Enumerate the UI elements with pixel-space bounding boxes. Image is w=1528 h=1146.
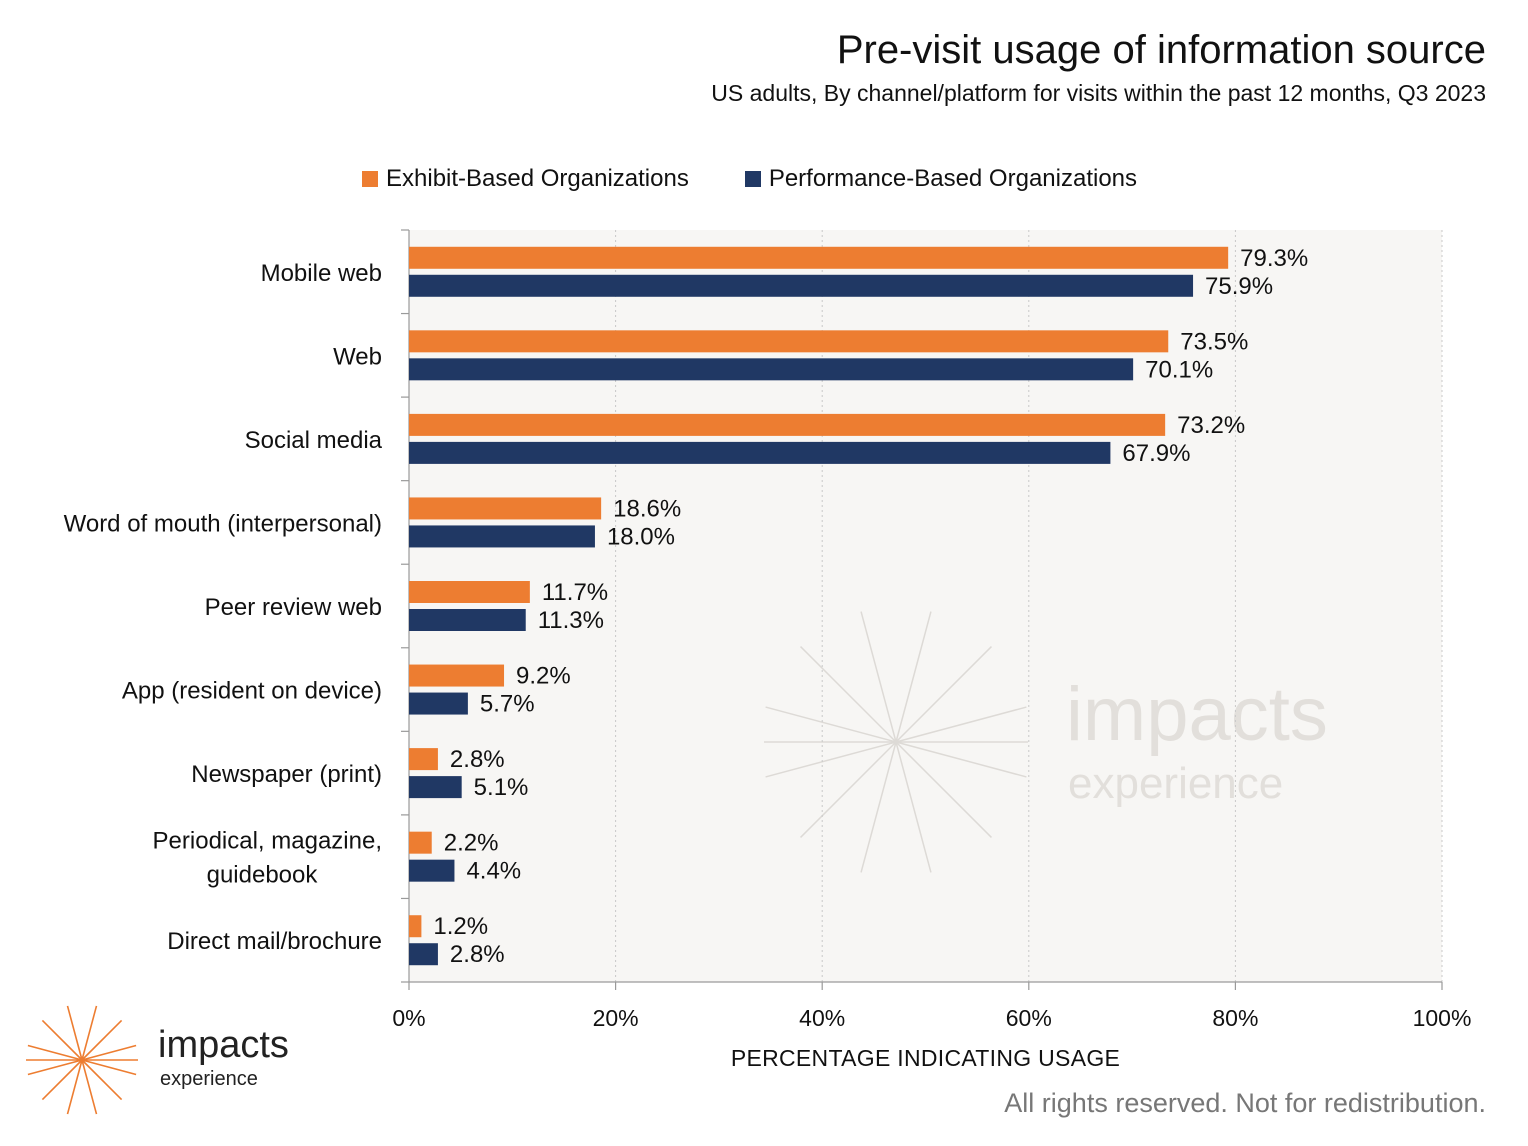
bar: [409, 525, 595, 548]
bar: [409, 274, 1194, 297]
data-label: 2.8%: [450, 941, 505, 968]
category-label: Word of mouth (interpersonal): [64, 510, 382, 537]
category-label: Social media: [245, 427, 383, 454]
chart-title: Pre-visit usage of information source: [836, 28, 1486, 72]
watermark-sub: experience: [1068, 759, 1283, 808]
chart-subtitle: US adults, By channel/platform for visit…: [711, 80, 1486, 106]
bar: [409, 859, 455, 882]
data-label: 11.3%: [538, 607, 604, 634]
category-label: Peer review web: [205, 594, 382, 621]
watermark-ray: [895, 741, 1027, 778]
category-label: Mobile web: [261, 260, 382, 287]
data-label: 4.4%: [466, 858, 521, 885]
watermark-ray: [765, 741, 897, 778]
bar: [409, 664, 505, 687]
bar: [409, 330, 1169, 353]
category-label: Direct mail/brochure: [167, 928, 382, 955]
watermark-ray: [895, 741, 992, 838]
x-axis-title: PERCENTAGE INDICATING USAGE: [731, 1045, 1120, 1071]
logo-subtitle: experience: [160, 1068, 258, 1090]
x-tick-label: 40%: [799, 1005, 845, 1031]
bar: [409, 943, 438, 966]
data-label: 18.0%: [607, 523, 675, 550]
watermark-ray: [860, 741, 897, 873]
watermark-ray: [800, 646, 897, 743]
data-label: 1.2%: [433, 913, 488, 940]
legend-label-exhibit: Exhibit-Based Organizations: [386, 165, 689, 192]
category-label: Newspaper (print): [191, 761, 382, 788]
bar: [409, 497, 602, 520]
bar: [409, 413, 1166, 436]
starburst-logo-icon: [26, 1005, 138, 1115]
bar: [409, 581, 530, 603]
copyright-notice: All rights reserved. Not for redistribut…: [1004, 1088, 1486, 1118]
plot-area: [409, 230, 1442, 982]
bar: [409, 776, 462, 799]
x-tick-label: 100%: [1413, 1005, 1472, 1031]
bar: [409, 609, 526, 631]
x-tick-label: 20%: [593, 1005, 639, 1031]
data-label: 11.7%: [542, 579, 608, 606]
bar: [409, 246, 1229, 269]
data-label: 9.2%: [516, 663, 571, 690]
data-label: 73.2%: [1177, 412, 1245, 439]
bar: [409, 831, 432, 854]
watermark-ray: [800, 741, 897, 838]
watermark-ray: [895, 611, 932, 743]
category-label: Periodical, magazine, guidebook: [153, 828, 382, 889]
bar: [409, 358, 1134, 381]
data-label: 18.6%: [613, 495, 681, 522]
category-label: Web: [333, 343, 382, 370]
watermark-ray: [895, 706, 1027, 743]
bar: [409, 441, 1111, 464]
legend: Exhibit-Based Organizations Performance-…: [362, 163, 1193, 195]
data-label: 73.5%: [1180, 328, 1248, 355]
x-tick-label: 0%: [392, 1005, 425, 1031]
bar: [409, 748, 438, 771]
legend-swatch-exhibit: [362, 171, 378, 187]
watermark-ray: [860, 611, 897, 743]
data-label: 67.9%: [1122, 440, 1190, 467]
bar: [409, 915, 422, 938]
watermark-ray: [765, 706, 897, 743]
x-tick-label: 60%: [1006, 1005, 1052, 1031]
legend-swatch-performance: [744, 171, 761, 187]
data-label: 2.2%: [444, 830, 499, 857]
impacts-logo: impacts experience: [20, 1002, 320, 1127]
watermark-ray: [895, 741, 932, 873]
data-label: 79.3%: [1240, 245, 1308, 272]
bar: [409, 692, 468, 715]
data-label: 2.8%: [450, 746, 505, 773]
watermark-ray: [895, 646, 992, 743]
data-label: 75.9%: [1205, 273, 1273, 300]
legend-item-exhibit: Exhibit-Based Organizations: [362, 165, 689, 193]
data-label: 5.7%: [480, 691, 535, 718]
data-label: 70.1%: [1145, 356, 1213, 383]
category-label: App (resident on device): [122, 678, 382, 705]
watermark-word: impacts: [1066, 672, 1328, 757]
logo-wordmark: impacts: [158, 1024, 289, 1066]
legend-item-performance: Performance-Based Organizations: [744, 165, 1138, 193]
data-label: 5.1%: [474, 774, 529, 801]
x-tick-label: 80%: [1212, 1005, 1258, 1031]
legend-label-performance: Performance-Based Organizations: [768, 165, 1138, 192]
